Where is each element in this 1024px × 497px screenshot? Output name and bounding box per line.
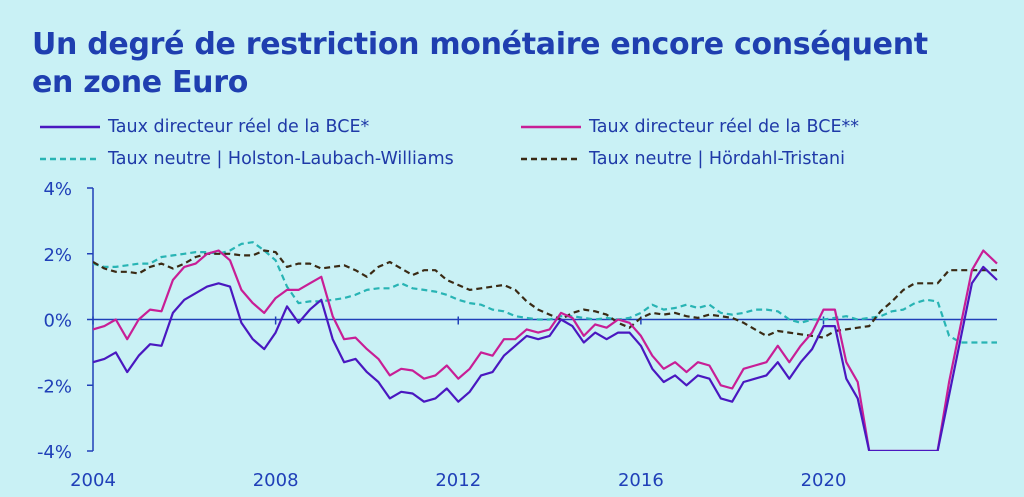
series-line-2 bbox=[93, 249, 998, 451]
legend-item-s3: Taux neutre | Holston-Laubach-Williams bbox=[40, 149, 454, 169]
y-tick-label: -2% bbox=[37, 376, 72, 397]
y-tick-label: 0% bbox=[43, 311, 72, 332]
legend-label-s2: Taux directeur réel de la BCE** bbox=[589, 117, 860, 137]
legend-item-s4: Taux neutre | Hördahl-Tristani bbox=[521, 149, 845, 169]
chart-title-line-1: Un degré de restriction monétaire encore… bbox=[32, 27, 928, 62]
legend-swatch-s2 bbox=[521, 125, 581, 129]
y-tick-label: 2% bbox=[43, 245, 72, 266]
y-tick-label: -4% bbox=[37, 442, 72, 463]
legend-item-s2: Taux directeur réel de la BCE** bbox=[521, 117, 859, 137]
x-tick-label: 2012 bbox=[435, 470, 481, 491]
chart-title: Un degré de restriction monétaire encore… bbox=[32, 26, 928, 102]
x-tick-label: 2004 bbox=[70, 470, 116, 491]
y-tick-label: 4% bbox=[43, 179, 72, 200]
x-tick-label: 2016 bbox=[618, 470, 664, 491]
series-line-4 bbox=[93, 249, 997, 339]
x-tick-label: 2008 bbox=[253, 470, 299, 491]
legend-label-s3: Taux neutre | Holston-Laubach-Williams bbox=[108, 149, 454, 169]
legend-swatch-s1 bbox=[40, 125, 100, 129]
legend-label-s1: Taux directeur réel de la BCE* bbox=[108, 117, 370, 137]
legend-swatch-s4 bbox=[521, 157, 581, 161]
series-line-1 bbox=[93, 265, 998, 451]
legend-item-s1: Taux directeur réel de la BCE* bbox=[40, 117, 369, 137]
chart-title-line-2: en zone Euro bbox=[32, 65, 249, 100]
legend-swatch-s3 bbox=[40, 157, 100, 161]
legend-label-s4: Taux neutre | Hördahl-Tristani bbox=[589, 149, 846, 169]
x-tick-label: 2020 bbox=[801, 470, 847, 491]
series-line-3 bbox=[93, 241, 997, 344]
